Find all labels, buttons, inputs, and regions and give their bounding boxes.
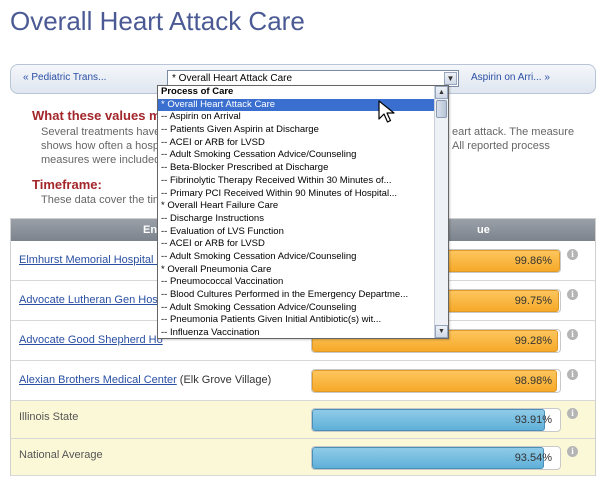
dropdown-option[interactable]: -- Patients Given Aspirin at Discharge [161, 124, 319, 136]
dropdown-option[interactable]: -- Adult Smoking Cessation Advice/Counse… [161, 250, 357, 262]
scrollbar-thumb[interactable] [436, 100, 447, 118]
timeframe-heading: Timeframe: [32, 177, 102, 192]
info-icon[interactable]: i [567, 289, 578, 300]
values-text-line-3: measures were included [41, 154, 161, 166]
score-bar-fill [312, 370, 558, 392]
dropdown-group-label: Process of Care [161, 86, 234, 97]
dropdown-option[interactable]: * Overall Heart Failure Care [161, 200, 279, 212]
scroll-up-icon[interactable]: ▲ [435, 86, 448, 99]
info-icon[interactable]: i [567, 249, 578, 260]
dropdown-option[interactable]: -- Influenza Vaccination [161, 327, 260, 339]
score-value: 93.91% [514, 414, 552, 426]
hospital-link[interactable]: Advocate Lutheran Gen Hosp [19, 294, 164, 306]
info-icon[interactable]: i [567, 369, 578, 380]
mouse-pointer-icon [378, 100, 395, 123]
score-value: 99.75% [514, 295, 552, 307]
info-icon[interactable]: i [567, 408, 578, 419]
dropdown-option[interactable]: -- Blood Cultures Performed in the Emerg… [161, 289, 409, 300]
score-value: 98.98% [514, 375, 552, 387]
score-bar: 93.54% [311, 446, 561, 470]
hospital-link[interactable]: Alexian Brothers Medical Center [19, 374, 177, 386]
row-entity-name: Advocate Lutheran Gen Hosp [19, 294, 164, 306]
info-icon[interactable]: i [567, 446, 578, 457]
score-bar: 93.91% [311, 408, 561, 432]
chevron-down-icon[interactable]: ▼ [444, 72, 457, 85]
score-bar-fill [312, 409, 545, 431]
score-bar: 98.98% [311, 369, 561, 393]
values-heading: What these values m [32, 108, 161, 123]
scroll-down-icon[interactable]: ▼ [435, 325, 448, 338]
values-text-line-2: shows how often a hosp [41, 140, 160, 152]
dropdown-scrollbar[interactable]: ▲ ▼ [434, 86, 448, 338]
dropdown-option[interactable]: -- Adult Smoking Cessation Advice/Counse… [161, 301, 357, 313]
values-text-line-1: Several treatments have [41, 126, 161, 138]
timeframe-text: These data cover the tim [41, 194, 163, 206]
row-entity-name: Alexian Brothers Medical Center (Elk Gro… [19, 374, 271, 386]
dropdown-option[interactable]: -- ACEI or ARB for LVSD [161, 136, 265, 148]
dropdown-option[interactable]: -- Aspirin on Arrival [161, 111, 241, 123]
dropdown-option[interactable]: -- Beta-Blocker Prescribed at Discharge [161, 162, 329, 174]
dropdown-option[interactable]: -- Fibrinolytic Therapy Received Within … [161, 174, 392, 186]
row-entity-name: Illinois State [19, 411, 79, 423]
measure-select-value: * Overall Heart Attack Care [172, 73, 293, 84]
previous-measure-link[interactable]: « Pediatric Trans... [23, 72, 107, 83]
row-entity-name: National Average [19, 449, 103, 461]
score-bar-fill [312, 447, 544, 469]
dropdown-option[interactable]: -- ACEI or ARB for LVSD [161, 238, 265, 250]
table-row: National Average 93.54% i [11, 439, 595, 476]
dropdown-option[interactable]: -- Pneumonia Patients Given Initial Anti… [161, 314, 382, 326]
dropdown-option[interactable]: -- Primary PCI Received Within 90 Minute… [161, 187, 397, 199]
hospital-city: (Elk Grove Village) [176, 374, 272, 386]
table-row: Alexian Brothers Medical Center (Elk Gro… [11, 361, 595, 401]
dropdown-option[interactable]: -- Evaluation of LVS Function [161, 225, 284, 237]
dropdown-option[interactable]: * Overall Pneumonia Care [161, 263, 272, 275]
score-value: 99.86% [514, 255, 552, 267]
page-title: Overall Heart Attack Care [10, 6, 305, 36]
measure-select[interactable]: * Overall Heart Attack Care ▼ [167, 70, 459, 87]
row-entity-name: Advocate Good Shepherd Ho [19, 334, 163, 346]
row-entity-name: Elmhurst Memorial Hospital ( [19, 254, 160, 266]
hospital-link[interactable]: Advocate Good Shepherd Ho [19, 334, 163, 346]
score-value: 93.54% [514, 452, 552, 464]
column-header-value[interactable]: ue [477, 224, 490, 236]
score-value: 99.28% [514, 335, 552, 347]
measure-dropdown-list[interactable]: Process of Care * Overall Heart Attack Ca… [157, 85, 449, 339]
info-icon[interactable]: i [567, 329, 578, 340]
values-text-line-1-right: eart attack. The measure [452, 126, 575, 138]
next-measure-link[interactable]: Aspirin on Arri... » [471, 72, 550, 83]
dropdown-option[interactable]: -- Adult Smoking Cessation Advice/Counse… [161, 149, 357, 161]
dropdown-option[interactable]: -- Discharge Instructions [161, 212, 264, 224]
measure-navbar: « Pediatric Trans... * Overall Heart Att… [10, 64, 596, 94]
dropdown-option[interactable]: -- Pneumococcal Vaccination [161, 276, 284, 288]
column-header-entity[interactable]: En [143, 224, 158, 236]
values-text-line-2-right: All reported process [452, 140, 550, 152]
table-row: Illinois State 93.91% i [11, 401, 595, 439]
dropdown-option[interactable]: * Overall Heart Attack Care [158, 98, 435, 112]
hospital-link[interactable]: Elmhurst Memorial Hospital ( [19, 254, 161, 266]
